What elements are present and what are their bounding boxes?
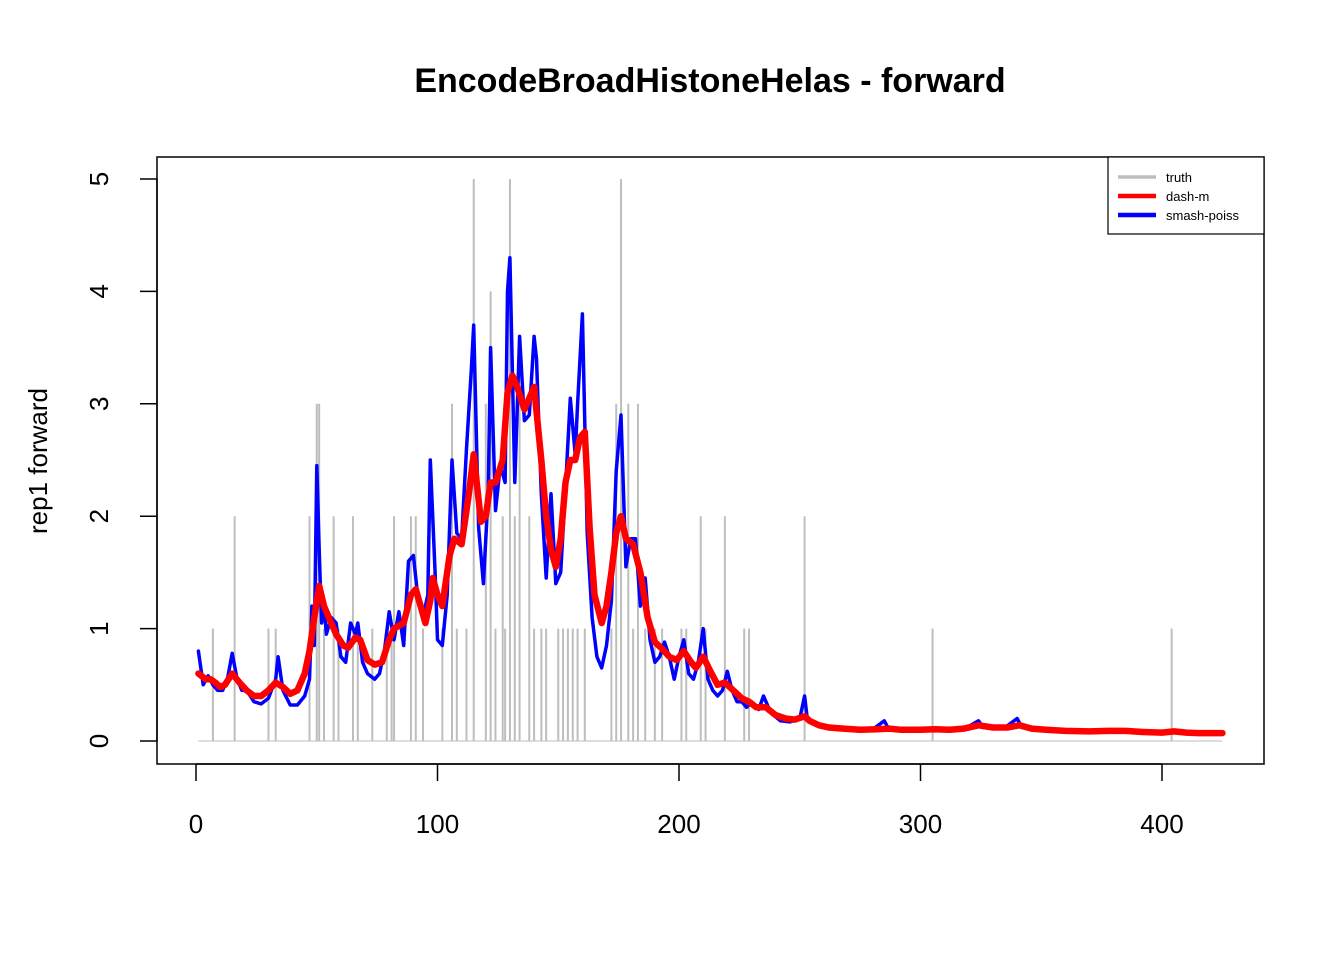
legend: truth dash-m smash-poiss (1107, 156, 1265, 235)
legend-label-dash-m: dash-m (1166, 189, 1209, 204)
truth-series (198, 179, 1223, 742)
chart-title: EncodeBroadHistoneHelas - forward (414, 62, 1005, 100)
x-tick-label: 400 (1140, 809, 1183, 839)
y-tick-label: 1 (84, 621, 114, 635)
x-tick-label: 200 (657, 809, 700, 839)
line-series (195, 255, 1226, 737)
y-axis-label: rep1 forward (23, 388, 53, 534)
y-tick-label: 5 (84, 172, 114, 186)
x-tick-label: 300 (899, 809, 942, 839)
y-tick-label: 2 (84, 509, 114, 523)
dash-m-line (195, 372, 1226, 737)
legend-label-truth: truth (1166, 170, 1192, 185)
y-tick-label: 4 (84, 284, 114, 298)
y-tick-label: 0 (84, 734, 114, 748)
legend-label-smash-poiss: smash-poiss (1166, 208, 1239, 223)
x-axis: 0 100 200 300 400 (189, 763, 1184, 839)
x-tick-label: 0 (189, 809, 203, 839)
y-axis: 0 1 2 3 4 5 (84, 172, 158, 748)
x-tick-label: 100 (416, 809, 459, 839)
y-tick-label: 3 (84, 397, 114, 411)
